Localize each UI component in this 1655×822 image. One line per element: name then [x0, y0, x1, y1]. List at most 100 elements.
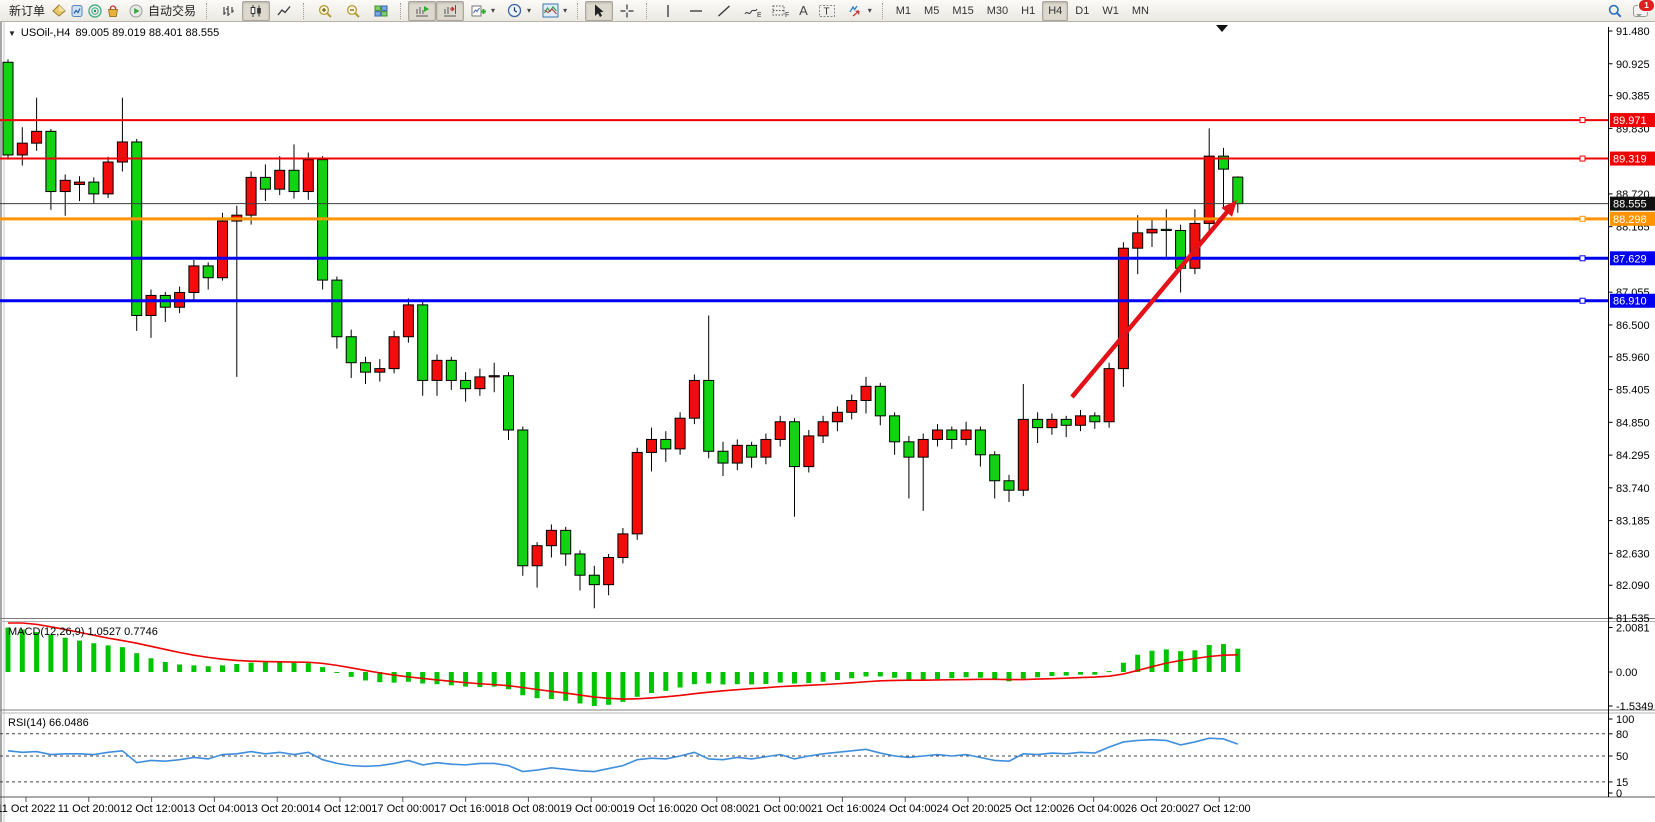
periods-button[interactable]: ▾ [500, 0, 536, 21]
price-tick-label: 83.185 [1616, 516, 1650, 528]
timeframe-button-M15[interactable]: M15 [952, 4, 974, 17]
macd-histogram-bar [291, 662, 297, 672]
candlestick-chart-type-button[interactable] [242, 0, 271, 21]
macd-histogram-bar [720, 672, 726, 685]
macd-histogram-bar [634, 672, 640, 697]
macd-histogram-bar [892, 672, 898, 678]
text-tool-button[interactable]: A [799, 3, 808, 18]
macd-histogram-bar [777, 672, 783, 683]
timeframe-group: M1 M5 M15 M30 H1 H4 D1 W1 MN [890, 0, 1155, 21]
text-label-tool-button[interactable]: T [813, 1, 841, 21]
horizontal-line-tool-button[interactable] [682, 1, 710, 21]
time-axis-label: 21 Oct 00:00 [748, 803, 811, 815]
macd-histogram-bar [1221, 644, 1226, 672]
macd-histogram-bar [534, 672, 540, 699]
candle-bullish [388, 336, 400, 370]
macd-histogram-bar [734, 672, 740, 685]
cursor-tool-button[interactable] [585, 0, 614, 21]
macd-histogram-bar [277, 661, 283, 672]
trend-arrow-annotation[interactable] [1070, 206, 1233, 399]
candle-bullish [531, 545, 543, 567]
candle-bearish [1218, 155, 1229, 170]
line-handle[interactable] [1579, 155, 1586, 162]
candle-bearish [345, 336, 357, 364]
macd-histogram-bar [963, 672, 969, 678]
macd-histogram-bar [834, 672, 840, 680]
strategy-tester-icon[interactable] [68, 2, 86, 20]
vertical-line-tool-button[interactable] [654, 1, 682, 21]
macd-histogram-bar [1206, 644, 1212, 672]
candle-bearish [88, 181, 100, 195]
macd-histogram-bar [62, 637, 68, 672]
timeframe-button-H4[interactable]: H4 [1042, 0, 1069, 21]
signal-broadcast-icon[interactable] [86, 2, 104, 20]
search-button[interactable] [1601, 1, 1629, 21]
candle-bullish [431, 359, 443, 381]
timeframe-button-M1[interactable]: M1 [895, 4, 912, 17]
bar-chart-type-button[interactable] [214, 1, 242, 21]
candle-bullish [31, 130, 43, 144]
auto-scroll-button[interactable] [408, 0, 437, 21]
price-tick-label: 85.960 [1616, 352, 1650, 364]
time-axis-label: 12 Oct 12:00 [120, 803, 183, 815]
zoom-in-button[interactable] [311, 1, 339, 21]
notifications-button[interactable]: 1 [1629, 0, 1655, 20]
trend-arrow-head[interactable] [1221, 200, 1237, 217]
market-icon[interactable] [104, 2, 122, 20]
trendline-tool-button[interactable] [710, 1, 738, 21]
rsi-line [7, 737, 1239, 773]
line-handle[interactable] [1579, 215, 1586, 222]
candle-bullish [116, 141, 128, 163]
macd-histogram-bar [1178, 651, 1184, 672]
macd-histogram-bar [591, 672, 597, 706]
time-axis-label: 17 Oct 16:00 [434, 803, 497, 815]
toolbar-separator [206, 2, 209, 19]
candle-bullish [603, 556, 615, 586]
macd-histogram-bar [520, 672, 526, 696]
timeframe-button-M30[interactable]: M30 [986, 4, 1009, 17]
price-tick-label: 81.535 [1616, 613, 1650, 625]
candle-bullish [16, 142, 28, 156]
crosshair-tool-button[interactable] [613, 1, 641, 21]
line-chart-type-button[interactable] [270, 1, 298, 21]
price-tick-label: 84.295 [1616, 450, 1650, 462]
equidistant-channel-tool-button[interactable]: E [738, 1, 766, 21]
macd-histogram-bar [5, 627, 11, 672]
time-axis-label: 19 Oct 16:00 [623, 803, 686, 815]
candle-bullish [217, 220, 228, 279]
tile-windows-button[interactable] [367, 1, 395, 21]
candle-bearish [1232, 176, 1244, 205]
candle-bearish [131, 141, 143, 316]
new-chart-button[interactable]: ▾ [464, 0, 500, 21]
templates-button[interactable]: ▾ [536, 0, 572, 21]
chart-canvas[interactable]: 91.48090.92590.38589.83088.72088.16587.0… [0, 22, 1655, 822]
macd-histogram-bar [1006, 672, 1012, 682]
candle-bearish [946, 429, 958, 440]
timeframe-button-MN[interactable]: MN [1131, 4, 1149, 17]
price-badge-label: 88.298 [1613, 214, 1647, 226]
candle-bearish [1003, 480, 1015, 491]
candle-bearish [331, 279, 343, 338]
candle-bullish [1132, 232, 1144, 249]
arrows-tool-button[interactable]: ▾ [841, 0, 877, 21]
new-order-button[interactable]: 新订单 [4, 1, 50, 20]
candle-bearish [1160, 228, 1172, 232]
zoom-out-button[interactable] [339, 1, 367, 21]
line-handle[interactable] [1579, 117, 1586, 124]
fibonacci-tool-button[interactable]: F [766, 1, 794, 21]
chart-shift-gem-icon[interactable] [50, 2, 68, 20]
chart-shift-button[interactable] [436, 0, 465, 21]
timeframe-button-W1[interactable]: W1 [1102, 4, 1119, 17]
timeframe-button-M5[interactable]: M5 [924, 4, 940, 17]
collapse-triangle-icon[interactable]: ▼ [8, 28, 16, 38]
timeframe-button-H1[interactable]: H1 [1021, 4, 1036, 17]
candle-bearish [703, 379, 715, 452]
auto-trading-button[interactable]: 自动交易 [122, 1, 201, 20]
price-tick-label: 83.740 [1616, 483, 1650, 495]
price-badge-label: 88.555 [1613, 199, 1647, 211]
timeframe-button-D1[interactable]: D1 [1075, 4, 1090, 17]
line-handle[interactable] [1579, 255, 1586, 262]
candle-bearish [560, 529, 572, 555]
line-handle[interactable] [1579, 297, 1586, 304]
macd-histogram-bar [706, 672, 712, 684]
